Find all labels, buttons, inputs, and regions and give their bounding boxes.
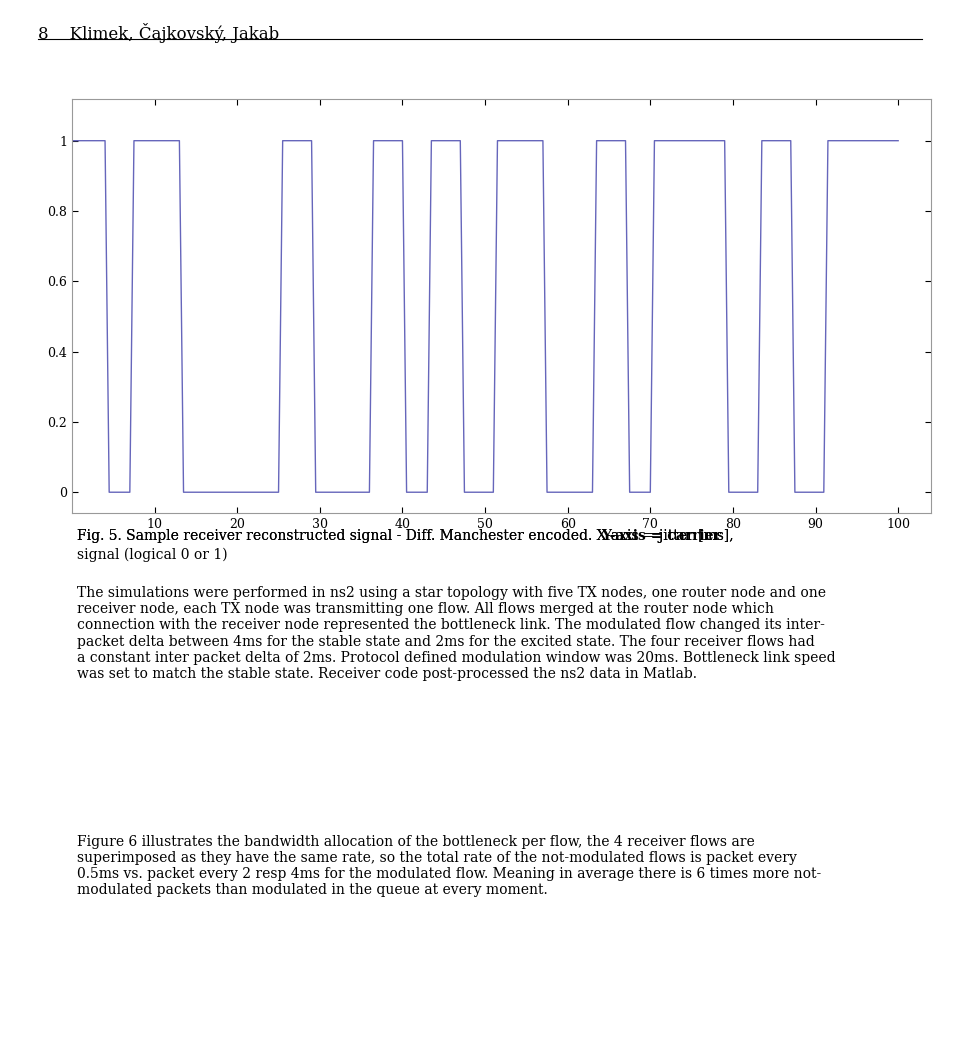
Text: Figure 6 illustrates the bandwidth allocation of the bottleneck per flow, the 4 : Figure 6 illustrates the bandwidth alloc… — [77, 835, 821, 897]
Text: signal (logical 0 or 1): signal (logical 0 or 1) — [77, 548, 228, 562]
Text: 8    Klimek, Čajkovský, Jakab: 8 Klimek, Čajkovský, Jakab — [38, 23, 279, 43]
Text: Fig. 5. Sample receiver reconstructed signal - Diff. Manchester encoded. X-axis : Fig. 5. Sample receiver reconstructed si… — [77, 529, 738, 543]
Text: The simulations were performed in ns2 using a star topology with five TX nodes, : The simulations were performed in ns2 us… — [77, 586, 835, 681]
Text: Y-axis = carrier: Y-axis = carrier — [601, 529, 721, 543]
Text: Fig. 5. Sample receiver reconstructed signal - Diff. Manchester encoded. X-axis : Fig. 5. Sample receiver reconstructed si… — [77, 529, 738, 543]
